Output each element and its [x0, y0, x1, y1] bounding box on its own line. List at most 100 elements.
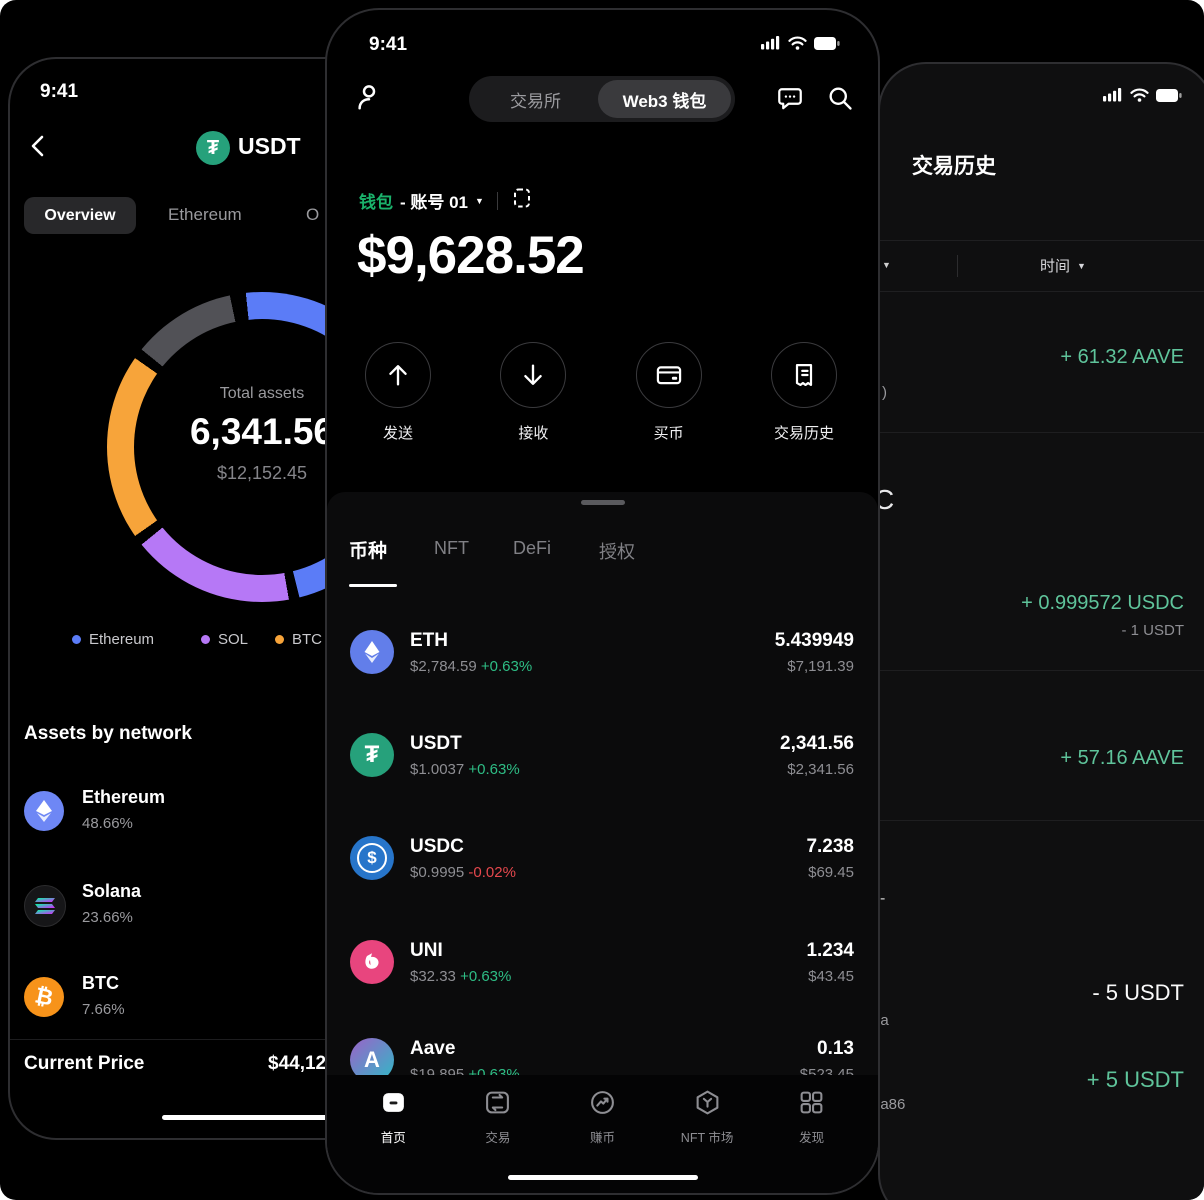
nav-discover[interactable]: 发现 — [768, 1089, 856, 1146]
donut-center-value: 6,341.56 — [189, 411, 335, 452]
network-row-name[interactable]: Ethereum — [82, 787, 166, 807]
token-row-usdt[interactable]: ₮ USDT $1.0037 +0.63% 2,341.56 $2,341.56 — [350, 719, 854, 791]
token-change: +0.63% — [468, 760, 520, 778]
nav-earn[interactable]: 赚币 — [558, 1089, 646, 1146]
transaction-amount[interactable]: + 57.16 AAVE — [1060, 747, 1184, 769]
token-name: USDC — [410, 835, 464, 857]
profile-button[interactable] — [354, 82, 384, 117]
person-icon — [354, 85, 384, 116]
sheet-drag-handle[interactable] — [580, 500, 625, 505]
wifi-icon — [788, 36, 807, 55]
card-icon — [635, 342, 702, 408]
token-row-usdc[interactable]: $ USDC $0.9995 -0.02% 7.238 $69.45 — [350, 822, 854, 894]
token-fiat: $69.45 — [808, 863, 854, 881]
chat-icon — [776, 88, 804, 116]
token-amount: 2,341.56 — [780, 732, 854, 754]
tab-approvals[interactable]: 授权 — [599, 542, 635, 562]
tab-overview[interactable]: Overview — [24, 197, 136, 234]
tab-nft[interactable]: NFT — [434, 538, 469, 558]
page-title: 交易历史 — [912, 155, 996, 178]
signal-icon — [1103, 88, 1123, 107]
search-icon — [826, 87, 854, 116]
token-change: -0.02% — [468, 863, 516, 881]
divider — [880, 820, 1204, 821]
legend-ethereum: Ethereum — [72, 631, 154, 648]
transaction-amount[interactable]: + 0.999572 USDC — [1021, 592, 1184, 614]
legend-dot-orange — [275, 635, 284, 644]
chat-button[interactable] — [776, 84, 804, 117]
total-balance: $9,628.52 — [357, 226, 585, 285]
solana-network-icon — [24, 885, 66, 927]
caret-down-icon[interactable]: ▼ — [882, 260, 891, 270]
token-row-uni[interactable]: UNI $32.33 +0.63% 1.234 $43.45 — [350, 926, 854, 998]
divider — [10, 1039, 521, 1040]
search-button[interactable] — [826, 84, 854, 117]
token-fiat: $7,191.39 — [787, 657, 854, 675]
aave-icon: A — [350, 1038, 394, 1082]
divider — [880, 670, 1204, 671]
swap-icon — [484, 1089, 511, 1121]
history-button[interactable]: 交易历史 — [754, 342, 854, 443]
token-price: $32.33 — [410, 967, 456, 985]
back-button[interactable] — [26, 133, 52, 164]
nft-hexagon-icon — [694, 1089, 721, 1121]
battery-icon — [1156, 88, 1182, 107]
status-time: 9:41 — [40, 81, 79, 102]
clipped-text-fragment: ) — [882, 384, 887, 401]
filter-divider — [957, 255, 958, 277]
divider — [496, 191, 498, 210]
transaction-amount[interactable]: + 61.32 AAVE — [1060, 346, 1184, 368]
sort-by-time-dropdown[interactable]: 时间 ▼ — [1040, 258, 1086, 275]
status-time: 9:41 — [369, 34, 408, 55]
clipped-text-fragment: C — [880, 484, 894, 516]
token-name: Aave — [410, 1037, 456, 1059]
home-indicator — [162, 1115, 462, 1120]
center-phone-web3-wallet: 9:41 交易所 Web3 钱包 钱包 - 账号 01 ▼ $9,628.52 — [325, 8, 880, 1195]
token-price: $2,784.59 — [410, 657, 477, 675]
tab-exchange[interactable]: 交易所 — [510, 91, 561, 111]
token-fiat: $2,341.56 — [787, 760, 854, 778]
token-amount: 5.439949 — [774, 629, 854, 651]
tab-partial[interactable]: O — [306, 205, 320, 224]
right-phone-transaction-history: 交易历史 ▼ 时间 ▼ + 61.32 AAVE ) C + 0.999572 … — [878, 62, 1204, 1200]
eth-diamond-icon — [36, 800, 52, 822]
tab-defi[interactable]: DeFi — [513, 538, 552, 558]
network-row-percent: 7.66% — [82, 1001, 125, 1018]
tab-ethereum[interactable]: Ethereum — [168, 205, 242, 224]
nav-nft-market[interactable]: NFT 市场 — [663, 1089, 751, 1146]
grid-icon — [798, 1089, 825, 1121]
document-icon — [770, 342, 837, 408]
nav-trade[interactable]: 交易 — [454, 1089, 542, 1146]
nav-home[interactable]: 首页 — [349, 1089, 437, 1146]
transaction-amount[interactable]: - 5 USDT — [1092, 980, 1184, 1005]
battery-icon — [814, 36, 840, 55]
network-row-name[interactable]: BTC — [82, 973, 119, 993]
tab-coins[interactable]: 币种 — [349, 541, 388, 562]
buy-crypto-button[interactable]: 买币 — [619, 342, 719, 443]
token-amount: 1.234 — [806, 939, 854, 961]
caret-down-icon: ▼ — [475, 195, 484, 206]
token-name: ETH — [410, 629, 448, 651]
legend-sol: SOL — [201, 631, 248, 648]
uni-icon — [350, 940, 394, 984]
wallet-account-selector[interactable]: 钱包 - 账号 01 ▼ — [359, 186, 533, 215]
usdt-icon: ₮ — [350, 733, 394, 777]
legend-btc: BTC — [275, 631, 322, 648]
scan-icon[interactable] — [511, 186, 533, 215]
receive-button[interactable]: 接收 — [483, 342, 583, 443]
token-row-eth[interactable]: ETH $2,784.59 +0.63% 5.439949 $7,191.39 — [350, 616, 854, 688]
usdc-icon: $ — [350, 836, 394, 880]
token-fiat: $43.45 — [808, 967, 854, 985]
tab-web3-wallet[interactable]: Web3 钱包 — [598, 80, 731, 118]
wifi-icon — [1130, 88, 1149, 107]
send-button[interactable]: 发送 — [348, 342, 448, 443]
account-label: - 账号 01 — [400, 193, 469, 212]
token-name: UNI — [410, 939, 443, 961]
transaction-amount[interactable]: + 5 USDT — [1086, 1067, 1184, 1092]
legend-dot-purple — [201, 635, 210, 644]
ethereum-network-icon — [24, 791, 64, 831]
network-row-name[interactable]: Solana — [82, 881, 142, 901]
current-price-value: $44,12 — [268, 1053, 327, 1074]
home-indicator — [507, 1175, 698, 1180]
